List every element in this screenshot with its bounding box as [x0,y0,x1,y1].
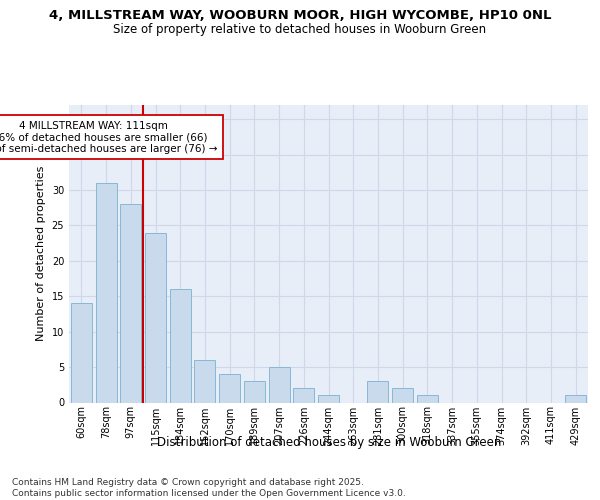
Text: Distribution of detached houses by size in Wooburn Green: Distribution of detached houses by size … [157,436,501,449]
Bar [367,381,388,402]
Bar [244,381,265,402]
Bar [194,360,215,403]
Text: 4 MILLSTREAM WAY: 111sqm
← 46% of detached houses are smaller (66)
53% of semi-d: 4 MILLSTREAM WAY: 111sqm ← 46% of detach… [0,120,218,154]
Bar [293,388,314,402]
Bar [318,396,339,402]
Text: Contains HM Land Registry data © Crown copyright and database right 2025.
Contai: Contains HM Land Registry data © Crown c… [12,478,406,498]
Bar [145,232,166,402]
Bar [392,388,413,402]
Bar [95,183,116,402]
Text: 4, MILLSTREAM WAY, WOOBURN MOOR, HIGH WYCOMBE, HP10 0NL: 4, MILLSTREAM WAY, WOOBURN MOOR, HIGH WY… [49,9,551,22]
Bar [120,204,141,402]
Y-axis label: Number of detached properties: Number of detached properties [36,166,46,342]
Bar [71,304,92,402]
Bar [417,396,438,402]
Bar [269,367,290,402]
Bar [170,289,191,403]
Bar [219,374,240,402]
Bar [565,396,586,402]
Text: Size of property relative to detached houses in Wooburn Green: Size of property relative to detached ho… [113,22,487,36]
